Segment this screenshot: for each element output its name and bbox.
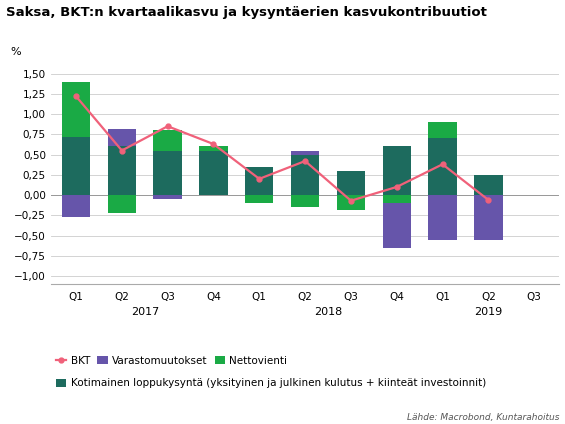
Bar bbox=[154, 130, 182, 151]
Bar bbox=[245, 195, 273, 203]
Bar bbox=[428, 138, 457, 195]
Bar bbox=[154, 195, 182, 199]
Bar bbox=[337, 171, 365, 195]
Bar bbox=[383, 195, 411, 203]
Bar bbox=[245, 167, 273, 195]
Text: %: % bbox=[10, 47, 21, 57]
Bar bbox=[428, 195, 457, 240]
Text: Saksa, BKT:n kvartaalikasvu ja kysyntäerien kasvukontribuutiot: Saksa, BKT:n kvartaalikasvu ja kysyntäer… bbox=[6, 6, 486, 20]
Bar bbox=[199, 146, 228, 151]
Bar bbox=[62, 82, 90, 137]
Bar bbox=[291, 151, 319, 155]
Bar bbox=[291, 195, 319, 207]
Legend: Kotimainen loppukysyntä (yksityinen ja julkinen kulutus + kiinteät investoinnit): Kotimainen loppukysyntä (yksityinen ja j… bbox=[56, 378, 486, 388]
Bar bbox=[108, 128, 136, 146]
Bar bbox=[154, 151, 182, 195]
Bar bbox=[428, 122, 457, 138]
Bar bbox=[62, 195, 90, 217]
Bar bbox=[383, 203, 411, 248]
Bar bbox=[108, 195, 136, 213]
Bar bbox=[62, 137, 90, 195]
Bar bbox=[108, 146, 136, 195]
Text: Lähde: Macrobond, Kuntarahoitus: Lähde: Macrobond, Kuntarahoitus bbox=[407, 413, 559, 422]
Text: 2019: 2019 bbox=[474, 307, 502, 317]
Bar bbox=[337, 195, 365, 209]
Text: 2018: 2018 bbox=[314, 307, 342, 317]
Bar bbox=[474, 175, 502, 195]
Bar bbox=[291, 155, 319, 195]
Text: 2017: 2017 bbox=[131, 307, 159, 317]
Bar bbox=[383, 146, 411, 195]
Bar bbox=[199, 151, 228, 195]
Bar bbox=[474, 195, 502, 240]
